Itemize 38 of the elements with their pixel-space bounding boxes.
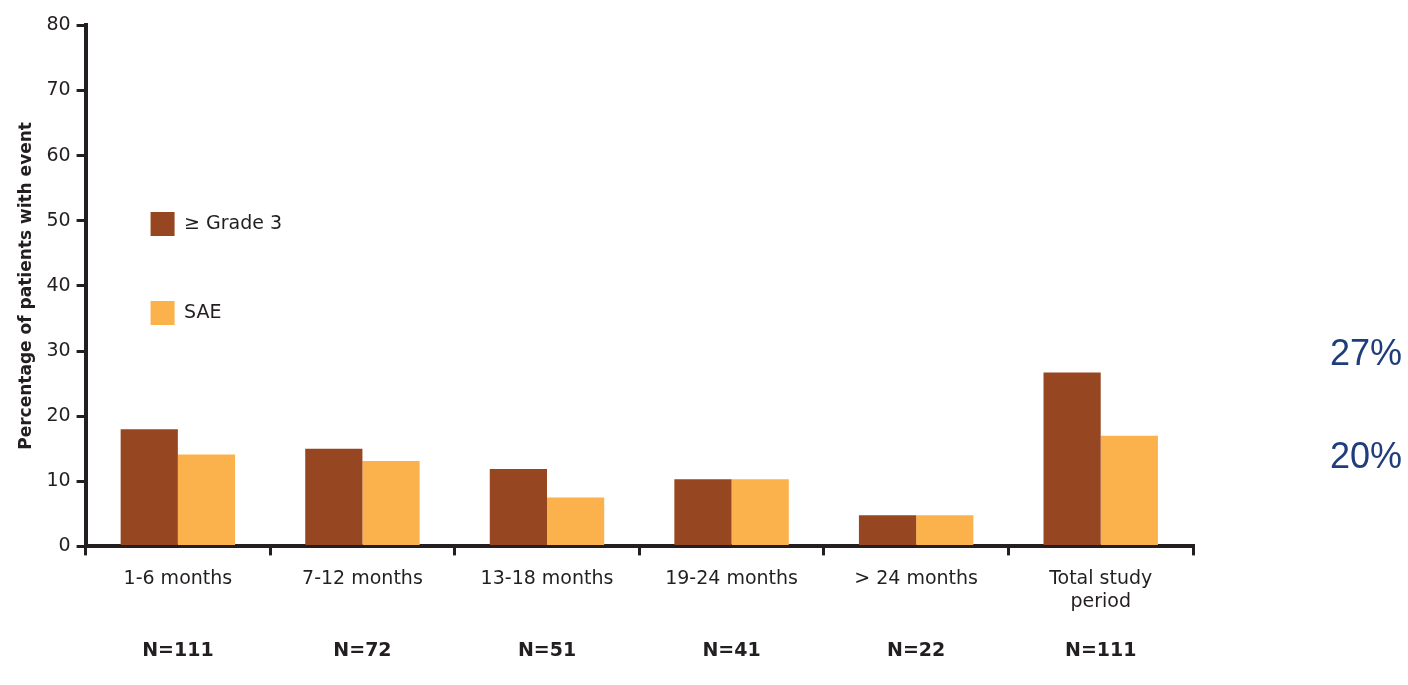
y-tick-label: 0 bbox=[58, 533, 71, 556]
legend-label: SAE bbox=[184, 299, 222, 322]
y-tick-label: 80 bbox=[46, 12, 71, 35]
x-tick-label: 13-18 months bbox=[480, 565, 614, 588]
y-axis-title: Percentage of patients with event bbox=[14, 122, 35, 450]
y-tick-label: 60 bbox=[46, 142, 71, 165]
y-tick-label: 20 bbox=[46, 403, 71, 426]
text: N=41 bbox=[702, 638, 761, 661]
bar bbox=[858, 515, 917, 545]
text: 27% bbox=[1329, 331, 1402, 373]
bar bbox=[1100, 435, 1158, 545]
bar bbox=[674, 479, 732, 545]
bar bbox=[305, 448, 363, 545]
y-tick-label: 70 bbox=[46, 77, 71, 100]
bar bbox=[489, 468, 547, 545]
y-tick-label: 30 bbox=[46, 337, 71, 360]
text: N=51 bbox=[517, 638, 577, 661]
bar bbox=[177, 454, 236, 545]
y-tick-label: 50 bbox=[46, 207, 71, 230]
bar bbox=[731, 479, 789, 545]
bar bbox=[547, 497, 605, 545]
bar bbox=[916, 515, 974, 545]
text: 20% bbox=[1329, 434, 1402, 476]
x-tick-label: Total study period bbox=[1048, 565, 1153, 611]
x-tick-label: 1-6 months bbox=[123, 565, 233, 588]
x-tick-label: > 24 months bbox=[854, 565, 979, 588]
y-tick-label: 10 bbox=[46, 468, 71, 491]
y-tick-label: 40 bbox=[46, 272, 71, 295]
x-tick-label: 19-24 months bbox=[665, 565, 798, 588]
bar bbox=[362, 461, 420, 545]
text: N=111 bbox=[1064, 638, 1137, 661]
legend-label: ≥ Grade 3 bbox=[184, 210, 283, 233]
bar bbox=[1043, 372, 1101, 545]
text: N=72 bbox=[333, 638, 392, 661]
text: N=22 bbox=[887, 638, 946, 661]
bar bbox=[120, 429, 178, 545]
text: N=111 bbox=[142, 638, 214, 661]
x-tick-label: 7-12 months bbox=[302, 565, 423, 588]
